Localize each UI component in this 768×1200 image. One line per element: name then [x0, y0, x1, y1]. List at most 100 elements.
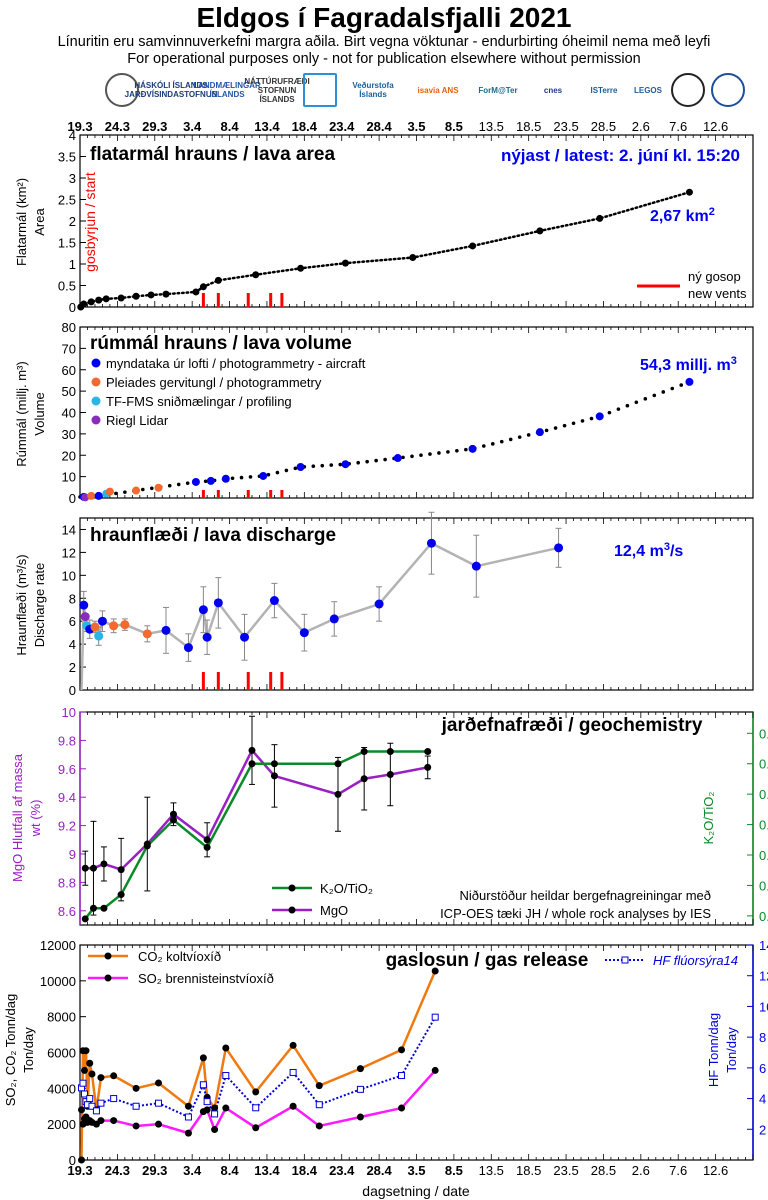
header: Eldgos í Fagradalsfjalli 2021 Línuritin …: [0, 0, 768, 68]
k2o-tio2-point: [100, 904, 108, 912]
data-point-aircraft: [198, 605, 208, 615]
co2-point: [199, 1054, 207, 1062]
y-tick-label: 9.6: [58, 762, 76, 777]
data-point: [162, 290, 170, 298]
hf-point: [79, 1079, 87, 1087]
vedurstofa-logo: Veðurstofa Íslands: [352, 81, 394, 99]
trend-dot: [490, 442, 495, 446]
hf-point: [203, 1098, 211, 1106]
co2-point: [97, 1074, 105, 1082]
data-point-aircraft: [213, 598, 223, 608]
mgo-point: [89, 864, 97, 872]
hf-point: [97, 1099, 105, 1107]
y-tick-label: 8.6: [58, 904, 76, 919]
hf-point: [431, 1013, 439, 1021]
hf-point: [88, 1102, 96, 1110]
trend-dot: [625, 403, 630, 408]
trend-dot: [185, 481, 190, 485]
legend-marker: [91, 377, 101, 387]
panel-1: 0 0.5 1 1.5 2 2.5 3 3.5 4 flatarmál hrauns / lava…: [14, 128, 754, 315]
trend-dot: [616, 407, 621, 411]
data-point-pleiades: [142, 629, 152, 639]
legend-marker: [104, 974, 112, 982]
y-axis-label: Hraunflæði (m³/s): [14, 554, 29, 655]
y-axis-label-right: K₂O/TiO₂: [701, 792, 716, 845]
trend-dot: [446, 450, 450, 454]
legend-marker: [91, 415, 101, 425]
y-tick-label: 0: [69, 491, 76, 506]
vents-legend-text: ný gosop: [688, 269, 741, 284]
y-tick-label: 0.2: [759, 818, 768, 833]
data-point-aircraft: [202, 632, 212, 642]
co2-point: [82, 1047, 90, 1055]
trend-dot: [428, 452, 432, 456]
mgo-point: [248, 746, 256, 754]
trend-dot: [419, 453, 423, 457]
trend-dot: [338, 462, 343, 467]
trend-dot: [607, 410, 612, 415]
top-tick-label: 3.5: [407, 119, 425, 134]
hf-point: [86, 1095, 94, 1103]
top-tick-label: 23.5: [553, 119, 578, 134]
so2-point: [77, 1106, 85, 1114]
data-point-aircraft: [161, 625, 171, 635]
y-tick-label: 10: [62, 568, 76, 583]
y-tick-label: 8: [69, 591, 76, 606]
trend-dot: [356, 460, 360, 465]
so2-point: [132, 1122, 140, 1130]
co2-point: [77, 1156, 85, 1164]
y-tick-label: 80: [62, 320, 76, 335]
legend-marker: [91, 358, 101, 368]
data-point: [341, 259, 349, 267]
bottom-tick-label: 19.3: [67, 1163, 92, 1178]
chart-title: gaslosun / gas release: [386, 950, 589, 971]
trend-dot: [275, 470, 280, 475]
mgo-point: [169, 810, 177, 818]
panel-4: 8.6 8.8 9 9.2 9.4 9.6 9.8 10 0.14 0.16 0.18 0.2 0.22…: [10, 705, 768, 926]
legend-label: MgO: [320, 903, 348, 918]
trend-dot: [293, 466, 298, 471]
co2-point: [80, 1066, 88, 1074]
y-tick-label: 9.2: [58, 819, 76, 834]
data-point-aircraft: [426, 538, 436, 548]
top-tick-label: 12.6: [703, 119, 728, 134]
trend-dot: [482, 444, 486, 448]
mgo-point: [270, 772, 278, 780]
y-tick-label: 2000: [47, 1117, 76, 1132]
trend-dot: [562, 423, 567, 428]
hf-point: [315, 1101, 323, 1109]
bottom-tick-label: 29.3: [142, 1163, 167, 1178]
so2-point: [356, 1113, 364, 1121]
trend-dot: [311, 464, 316, 469]
trend-dot: [410, 454, 414, 459]
data-point-aircraft: [471, 561, 481, 571]
trend-dot: [670, 386, 675, 391]
chart-title: rúmmál hrauns / lava volume: [90, 333, 352, 354]
y-tick-label: 9: [69, 847, 76, 862]
data-point-aircraft: [183, 643, 193, 653]
y-tick-label: 8.8: [58, 875, 76, 890]
co2-point: [315, 1082, 323, 1090]
bottom-tick-label: 7.6: [669, 1163, 687, 1178]
trend-dot: [114, 491, 118, 496]
y-tick-label: 8: [759, 1030, 766, 1045]
y-tick-label: 12: [62, 545, 76, 560]
trend-dot: [553, 426, 558, 430]
formater-logo: ForM@Ter: [478, 85, 518, 95]
final-value-unit: /s: [670, 543, 683, 560]
trend-dot: [580, 419, 585, 423]
discharge-line: [80, 541, 559, 691]
trend-dot: [248, 475, 253, 479]
legend-label: Pleiades gervitungl / photogrammetry: [106, 375, 322, 390]
y-tick-label: 0: [69, 300, 76, 315]
data-point-aircraft: [685, 377, 694, 386]
bottom-axis: 19.3 24.3 29.3 3.4 8.4 13.4 18.4 23.4 28.4 3.5 8.5…: [67, 1163, 728, 1199]
hf-line: [80, 1016, 437, 1119]
so2-point: [155, 1120, 163, 1128]
k2o-tio2-point: [360, 748, 368, 756]
data-point: [214, 276, 222, 284]
hf-point: [132, 1102, 140, 1110]
superscript: 3: [731, 355, 737, 367]
y-tick-label: 12000: [40, 938, 76, 953]
data-point: [409, 254, 417, 262]
